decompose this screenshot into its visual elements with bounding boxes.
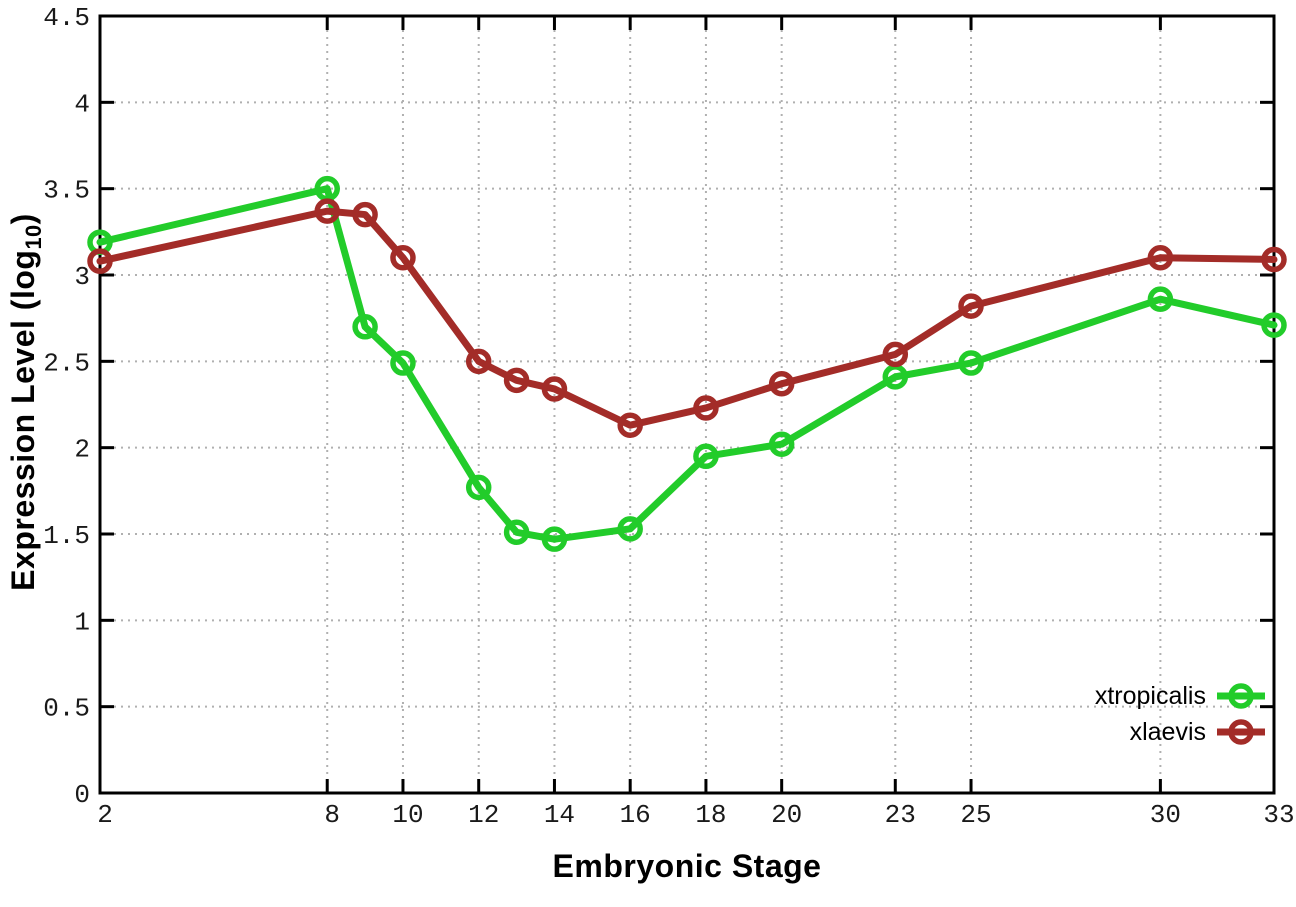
data-point-marker-xlaevis xyxy=(314,198,340,224)
x-tick-label: 16 xyxy=(620,800,651,830)
data-point-marker-xlaevis xyxy=(465,348,492,375)
data-point-marker-xlaevis xyxy=(693,395,719,421)
x-tick-label: 20 xyxy=(771,800,802,830)
y-axis-title-close: ) xyxy=(4,213,41,225)
data-point-marker-xtropicalis xyxy=(1261,312,1287,338)
x-tick-label: 25 xyxy=(960,800,991,830)
x-tick-label: 12 xyxy=(468,800,499,830)
legend-item-xlaevis: xlaevis xyxy=(1130,714,1266,750)
x-tick-label: 2 xyxy=(97,800,113,830)
y-axis-title-subscript: 10 xyxy=(21,224,47,250)
data-point-marker-xtropicalis xyxy=(768,431,795,457)
x-tick-label: 14 xyxy=(544,800,575,830)
data-point-marker-xlaevis xyxy=(352,201,378,228)
y-tick-label: 3.5 xyxy=(43,176,90,206)
y-tick-label: 0.5 xyxy=(43,694,90,724)
data-point-marker-xlaevis xyxy=(1147,244,1174,271)
legend: xtropicalis xlaevis xyxy=(1095,678,1266,750)
data-point-marker-xtropicalis xyxy=(693,443,719,470)
legend-label-xtropicalis: xtropicalis xyxy=(1094,681,1206,710)
legend-label-xlaevis: xlaevis xyxy=(1129,717,1206,746)
y-tick-label: 4 xyxy=(74,89,90,119)
y-tick-label: 2.5 xyxy=(43,348,90,378)
legend-sample-line-icon xyxy=(1216,716,1266,748)
data-point-marker-xtropicalis xyxy=(390,350,416,376)
data-point-marker-xtropicalis xyxy=(617,516,643,542)
data-point-marker-xlaevis xyxy=(882,341,909,368)
data-point-marker-xtropicalis xyxy=(1147,286,1174,312)
data-point-marker-xlaevis xyxy=(541,376,568,402)
data-point-marker-xlaevis xyxy=(768,371,795,397)
data-point-marker-xlaevis xyxy=(1261,246,1287,273)
legend-item-xtropicalis: xtropicalis xyxy=(1095,678,1266,714)
x-tick-label: 8 xyxy=(324,800,340,830)
x-tick-label: 33 xyxy=(1263,800,1294,830)
series-line-xtropicalis xyxy=(96,185,1278,543)
data-point-marker-xtropicalis xyxy=(352,314,378,340)
y-axis-title: Expression Level (log10) xyxy=(5,213,47,591)
data-point-marker-xtropicalis xyxy=(958,350,984,376)
x-tick-label: 23 xyxy=(885,800,916,830)
legend-sample-line-icon xyxy=(1216,680,1266,712)
y-tick-label: 1 xyxy=(74,607,90,637)
data-point-marker-xtropicalis xyxy=(503,519,530,546)
x-tick-label: 30 xyxy=(1150,800,1181,830)
y-tick-label: 4.5 xyxy=(43,3,90,33)
x-axis-title: Embryonic Stage xyxy=(552,848,822,884)
data-point-marker-xtropicalis xyxy=(541,526,568,552)
data-point-marker-xlaevis xyxy=(87,248,113,274)
y-tick-label: 0 xyxy=(74,780,90,810)
x-tick-label: 18 xyxy=(695,800,726,830)
data-point-marker-xlaevis xyxy=(390,244,416,271)
data-point-marker-xlaevis xyxy=(503,367,530,394)
y-tick-label: 3 xyxy=(74,262,90,292)
data-point-marker-xlaevis xyxy=(958,293,984,319)
y-tick-label: 1.5 xyxy=(43,521,90,551)
data-point-marker-xtropicalis xyxy=(465,474,492,501)
y-tick-label: 2 xyxy=(74,435,90,465)
y-axis-title-text: Expression Level (log xyxy=(4,249,41,591)
plot-border xyxy=(98,14,1276,795)
data-point-marker-xlaevis xyxy=(617,412,643,438)
x-tick-label: 10 xyxy=(392,800,423,830)
